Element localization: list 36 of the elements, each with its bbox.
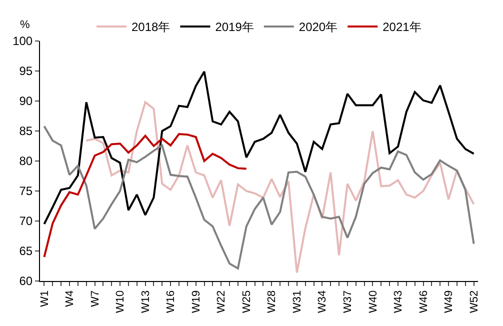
x-tick-label: W4 — [64, 290, 76, 307]
y-tick-label: 75 — [19, 184, 33, 198]
y-axis-title: % — [20, 19, 30, 31]
x-tick-label: W1 — [38, 290, 51, 307]
x-tick-label: W10 — [114, 290, 127, 314]
y-tick-label: 85 — [19, 124, 33, 138]
x-tick-label: W43 — [392, 290, 405, 314]
line-series — [43, 133, 248, 258]
y-tick-label: 95 — [19, 64, 33, 78]
y-tick-label: 60 — [19, 274, 33, 288]
x-tick-label: W37 — [342, 290, 354, 314]
x-tick-label: W13 — [140, 290, 152, 314]
x-tick-label: W34 — [316, 290, 329, 314]
y-tick-label: 70 — [19, 214, 33, 228]
line-series — [43, 125, 475, 270]
line-series — [85, 101, 475, 274]
x-tick-label: W16 — [165, 290, 178, 314]
legend-label: 2019年 — [215, 20, 254, 34]
y-tick-label: 65 — [19, 244, 33, 258]
y-tick-label: 80 — [19, 154, 33, 168]
x-tick-label: W19 — [190, 290, 202, 314]
x-tick-label: W22 — [216, 290, 228, 314]
x-tick-label: W31 — [291, 290, 304, 314]
legend-label: 2021年 — [382, 20, 422, 34]
x-tick-label: W25 — [240, 290, 253, 314]
legend-label: 2018年 — [132, 20, 170, 34]
y-tick-label: 90 — [19, 94, 33, 108]
x-tick-label: W52 — [468, 290, 480, 314]
legend-label: 2020年 — [298, 20, 338, 34]
x-tick-label: W46 — [418, 290, 430, 314]
line-series — [43, 70, 475, 225]
x-tick-label: W28 — [266, 290, 278, 314]
x-tick-label: W7 — [89, 290, 102, 307]
x-tick-label: W40 — [367, 290, 380, 314]
x-tick-label: W49 — [443, 290, 456, 314]
y-tick-label: 100 — [12, 34, 33, 48]
